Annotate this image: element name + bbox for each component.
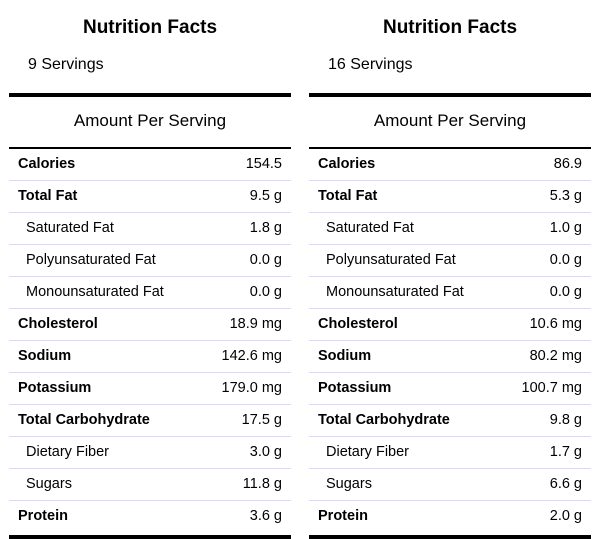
nutrient-row: Cholesterol 10.6 mg	[309, 309, 591, 341]
nutrient-label: Polyunsaturated Fat	[326, 252, 456, 268]
nutrient-value: 11.8 g	[242, 476, 282, 492]
nutrient-row: Potassium 179.0 mg	[9, 373, 291, 405]
nutrient-value: 3.0 g	[249, 444, 282, 460]
nutrient-value: 18.9 mg	[229, 316, 282, 332]
nutrient-value: 10.6 mg	[529, 316, 582, 332]
nutrient-row: Sodium 142.6 mg	[9, 341, 291, 373]
nutrition-facts-panel-16-servings: Nutrition Facts 16 Servings Amount Per S…	[309, 0, 591, 539]
panel-title: Nutrition Facts	[382, 17, 518, 38]
nutrient-label: Monounsaturated Fat	[326, 284, 464, 300]
nutrient-label: Potassium	[318, 380, 392, 396]
servings-count: 16 Servings	[328, 56, 413, 73]
nutrient-label: Calories	[18, 156, 76, 172]
amount-per-serving-heading: Amount Per Serving	[73, 111, 227, 130]
nutrient-row: Polyunsaturated Fat 0.0 g	[9, 245, 291, 277]
nutrient-value: 0.0 g	[549, 284, 582, 300]
nutrient-label: Dietary Fiber	[26, 444, 109, 460]
nutrient-value: 1.0 g	[549, 220, 582, 236]
nutrient-value: 0.0 g	[249, 252, 282, 268]
nutrient-value: 86.9	[553, 156, 582, 172]
nutrient-row: Protein 3.6 g	[9, 501, 291, 532]
nutrient-value: 5.3 g	[549, 188, 582, 204]
nutrient-row: Total Carbohydrate 9.8 g	[309, 405, 591, 437]
nutrient-row: Dietary Fiber 3.0 g	[9, 437, 291, 469]
nutrient-row: Sugars 6.6 g	[309, 469, 591, 501]
nutrient-value: 9.5 g	[249, 188, 282, 204]
nutrient-label: Dietary Fiber	[326, 444, 409, 460]
nutrient-value: 142.6 mg	[221, 348, 282, 364]
nutrient-rows: Calories 154.5 Total Fat 9.5 g Saturated Fat…	[9, 149, 291, 532]
nutrient-row: Polyunsaturated Fat 0.0 g	[309, 245, 591, 277]
nutrient-label: Potassium	[18, 380, 92, 396]
nutrient-label: Total Fat	[318, 188, 378, 204]
nutrient-label: Protein	[318, 508, 368, 524]
nutrient-label: Polyunsaturated Fat	[26, 252, 156, 268]
nutrient-row: Saturated Fat 1.8 g	[9, 213, 291, 245]
nutrient-row: Total Fat 9.5 g	[9, 181, 291, 213]
bottom-divider	[9, 535, 291, 539]
nutrient-label: Sodium	[18, 348, 72, 364]
nutrient-value: 3.6 g	[249, 508, 282, 524]
nutrient-value: 80.2 mg	[529, 348, 582, 364]
nutrient-label: Saturated Fat	[326, 220, 414, 236]
nutrient-label: Cholesterol	[318, 316, 398, 332]
nutrient-label: Cholesterol	[18, 316, 98, 332]
nutrient-value: 17.5 g	[241, 412, 282, 428]
bottom-divider	[309, 535, 591, 539]
nutrient-value: 6.6 g	[549, 476, 582, 492]
nutrient-value: 1.7 g	[549, 444, 582, 460]
nutrient-label: Sugars	[326, 476, 372, 492]
nutrient-label: Total Carbohydrate	[18, 412, 150, 428]
nutrient-value: 100.7 mg	[521, 380, 582, 396]
nutrient-label: Protein	[18, 508, 68, 524]
nutrient-row: Potassium 100.7 mg	[309, 373, 591, 405]
nutrition-facts-panel-9-servings: Nutrition Facts 9 Servings Amount Per Se…	[9, 0, 291, 539]
nutrient-value: 0.0 g	[549, 252, 582, 268]
nutrient-row: Protein 2.0 g	[309, 501, 591, 532]
nutrient-label: Sodium	[318, 348, 372, 364]
nutrient-value: 179.0 mg	[221, 380, 282, 396]
nutrient-row: Cholesterol 18.9 mg	[9, 309, 291, 341]
servings-count: 9 Servings	[28, 56, 104, 73]
nutrient-row: Total Fat 5.3 g	[309, 181, 591, 213]
nutrient-rows: Calories 86.9 Total Fat 5.3 g Saturated Fat 1…	[309, 149, 591, 532]
nutrient-label: Total Carbohydrate	[318, 412, 450, 428]
amount-per-serving-heading: Amount Per Serving	[373, 111, 527, 130]
nutrient-value: 9.8 g	[549, 412, 582, 428]
heading-divider	[9, 147, 291, 149]
top-divider	[9, 93, 291, 97]
nutrient-label: Total Fat	[18, 188, 78, 204]
nutrient-value: 154.5	[245, 156, 282, 172]
nutrient-row: Sodium 80.2 mg	[309, 341, 591, 373]
nutrient-row: Dietary Fiber 1.7 g	[309, 437, 591, 469]
nutrient-row: Sugars 11.8 g	[9, 469, 291, 501]
nutrient-row: Monounsaturated Fat 0.0 g	[9, 277, 291, 309]
nutrient-value: 1.8 g	[249, 220, 282, 236]
nutrient-label: Saturated Fat	[26, 220, 114, 236]
nutrient-value: 0.0 g	[249, 284, 282, 300]
panel-title: Nutrition Facts	[82, 17, 218, 38]
nutrient-value: 2.0 g	[549, 508, 582, 524]
top-divider	[309, 93, 591, 97]
nutrient-label: Monounsaturated Fat	[26, 284, 164, 300]
nutrient-label: Calories	[318, 156, 376, 172]
nutrient-row: Calories 154.5	[9, 149, 291, 181]
nutrient-row: Monounsaturated Fat 0.0 g	[309, 277, 591, 309]
nutrient-row: Total Carbohydrate 17.5 g	[9, 405, 291, 437]
nutrient-row: Saturated Fat 1.0 g	[309, 213, 591, 245]
heading-divider	[309, 147, 591, 149]
nutrient-label: Sugars	[26, 476, 72, 492]
nutrient-row: Calories 86.9	[309, 149, 591, 181]
